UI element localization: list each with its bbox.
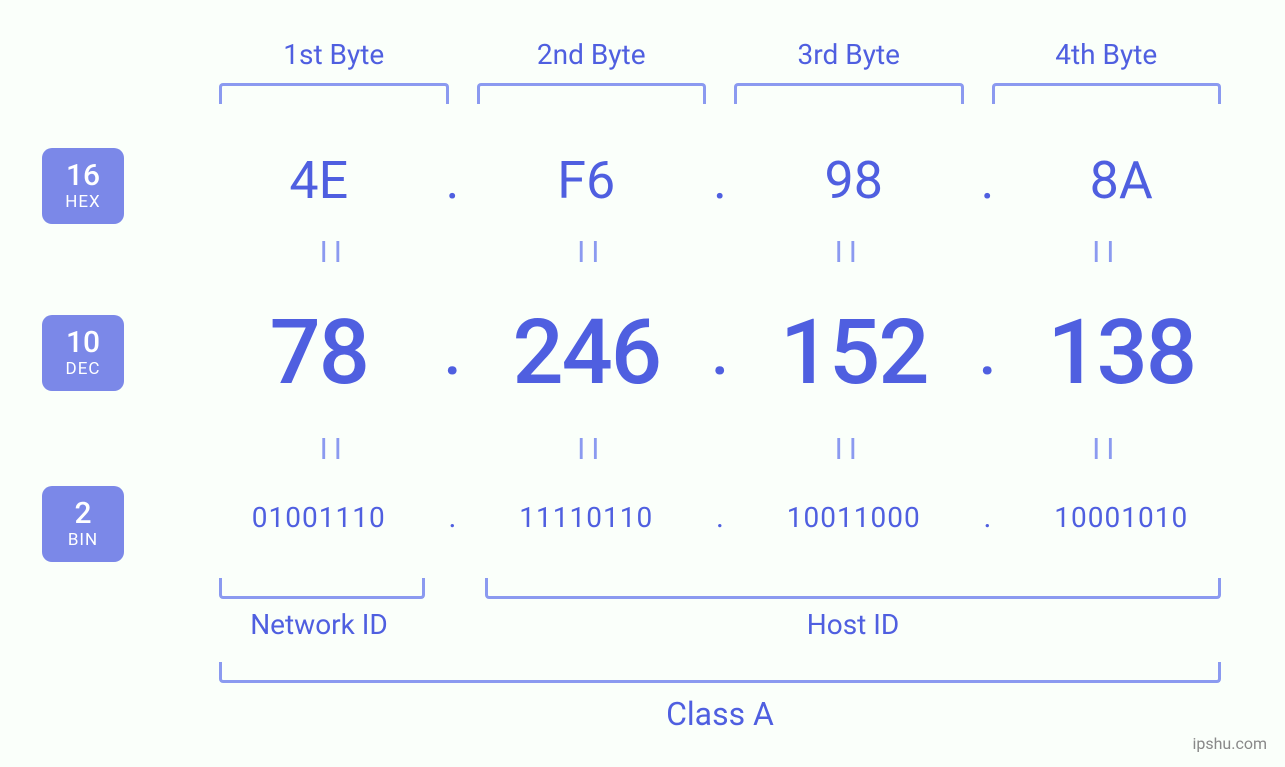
- badge-dec: 10 DEC: [42, 315, 124, 391]
- equals-row: II II II II: [205, 432, 1235, 467]
- bin-value: 01001110: [205, 501, 433, 534]
- byte-label: 3rd Byte: [720, 38, 978, 71]
- badge-number: 16: [66, 160, 100, 192]
- bin-value: 10011000: [740, 501, 968, 534]
- dot-separator-icon: .: [700, 150, 740, 211]
- network-id-label: Network ID: [219, 608, 419, 641]
- dot-separator-icon: .: [433, 500, 473, 535]
- dec-value: 152: [740, 300, 968, 405]
- dot-separator-icon: .: [700, 315, 740, 390]
- bracket-bottom-icon: [219, 578, 425, 599]
- bin-value: 10001010: [1008, 501, 1236, 534]
- bracket-top-icon: [219, 83, 449, 104]
- hex-row: 4E . F6 . 98 . 8A: [205, 150, 1235, 211]
- dot-separator-icon: .: [433, 150, 473, 211]
- byte-header-4: 4th Byte: [978, 38, 1236, 104]
- class-label: Class A: [219, 695, 1221, 733]
- dot-separator-icon: .: [700, 500, 740, 535]
- host-id-label: Host ID: [485, 608, 1221, 641]
- equals-icon: II: [463, 432, 721, 467]
- byte-header-2: 2nd Byte: [463, 38, 721, 104]
- byte-label: 4th Byte: [978, 38, 1236, 71]
- byte-headers-row: 1st Byte 2nd Byte 3rd Byte 4th Byte: [205, 38, 1235, 104]
- hex-value: 98: [740, 150, 968, 211]
- badge-number: 10: [66, 327, 100, 359]
- badge-text: DEC: [66, 361, 101, 379]
- bin-row: 01001110 . 11110110 . 10011000 . 1000101…: [205, 500, 1235, 535]
- badge-text: BIN: [68, 532, 98, 550]
- dot-separator-icon: .: [433, 315, 473, 390]
- bracket-bottom-icon: [485, 578, 1221, 599]
- badge-text: HEX: [65, 194, 100, 212]
- dec-value: 138: [1008, 300, 1236, 405]
- dot-separator-icon: .: [968, 500, 1008, 535]
- bracket-top-icon: [992, 83, 1222, 104]
- badge-number: 2: [74, 498, 91, 530]
- bracket-top-icon: [734, 83, 964, 104]
- equals-icon: II: [978, 432, 1236, 467]
- equals-icon: II: [205, 432, 463, 467]
- equals-icon: II: [978, 235, 1236, 270]
- dec-row: 78 . 246 . 152 . 138: [205, 300, 1235, 405]
- badge-bin: 2 BIN: [42, 486, 124, 562]
- hex-value: F6: [473, 150, 701, 211]
- byte-header-3: 3rd Byte: [720, 38, 978, 104]
- equals-icon: II: [720, 235, 978, 270]
- byte-label: 2nd Byte: [463, 38, 721, 71]
- equals-icon: II: [720, 432, 978, 467]
- dot-separator-icon: .: [968, 150, 1008, 211]
- badge-hex: 16 HEX: [42, 148, 124, 224]
- byte-label: 1st Byte: [205, 38, 463, 71]
- watermark: ipshu.com: [1192, 734, 1267, 753]
- hex-value: 8A: [1008, 150, 1236, 211]
- byte-header-1: 1st Byte: [205, 38, 463, 104]
- dec-value: 246: [473, 300, 701, 405]
- id-brackets-row: Network ID Host ID: [205, 578, 1235, 658]
- bracket-bottom-icon: [219, 662, 1221, 683]
- bracket-top-icon: [477, 83, 707, 104]
- bin-value: 11110110: [473, 501, 701, 534]
- dot-separator-icon: .: [968, 315, 1008, 390]
- dec-value: 78: [205, 300, 433, 405]
- equals-icon: II: [463, 235, 721, 270]
- equals-icon: II: [205, 235, 463, 270]
- hex-value: 4E: [205, 150, 433, 211]
- equals-row: II II II II: [205, 235, 1235, 270]
